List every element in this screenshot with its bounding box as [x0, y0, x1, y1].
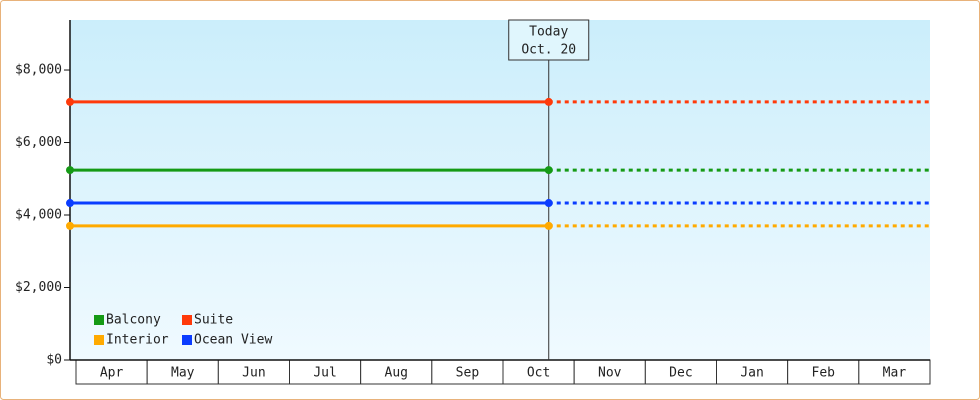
y-tick-label: $0: [46, 353, 62, 368]
point: [544, 97, 553, 106]
legend-swatch: [94, 335, 104, 345]
x-tick-label: Dec: [669, 366, 692, 381]
x-tick-label: Aug: [385, 366, 408, 381]
y-tick-label: $6,000: [15, 135, 62, 150]
x-tick-label: Apr: [100, 366, 124, 381]
today-label: Today: [529, 25, 568, 40]
x-tick-label: Jul: [313, 366, 336, 381]
point: [66, 166, 74, 175]
legend-swatch: [94, 315, 104, 325]
today-box: [508, 19, 590, 61]
month-cell: [289, 359, 362, 385]
month-cell: [716, 359, 789, 385]
point: [66, 199, 74, 208]
month-cell: [858, 359, 931, 385]
legend-label: Suite: [194, 313, 233, 328]
y-tick-label: $2,000: [15, 280, 62, 295]
legend-swatch: [182, 315, 192, 325]
x-tick-label: Oct: [527, 366, 550, 381]
x-tick-label: Jun: [242, 366, 265, 381]
plot-area: [70, 20, 930, 360]
x-tick-label: Sep: [456, 366, 480, 381]
x-tick-label: Jan: [740, 366, 763, 381]
y-tick-label: $4,000: [15, 208, 62, 223]
legend-label: Interior: [106, 333, 169, 348]
month-cell: [644, 359, 717, 385]
x-tick-label: May: [171, 366, 195, 381]
month-cell: [146, 359, 219, 385]
legend-label: Balcony: [106, 313, 161, 328]
legend-swatch: [182, 335, 192, 345]
x-tick-label: Nov: [598, 366, 622, 381]
point: [544, 221, 553, 230]
point: [544, 199, 553, 208]
today-label: Oct. 20: [521, 43, 576, 58]
point: [544, 166, 553, 175]
month-cell: [431, 359, 504, 385]
y-tick-label: $8,000: [15, 63, 62, 78]
point: [66, 97, 74, 106]
x-tick-label: Feb: [812, 366, 836, 381]
x-tick-label: Mar: [883, 366, 907, 381]
point: [66, 221, 74, 230]
legend-label: Ocean View: [194, 333, 272, 348]
